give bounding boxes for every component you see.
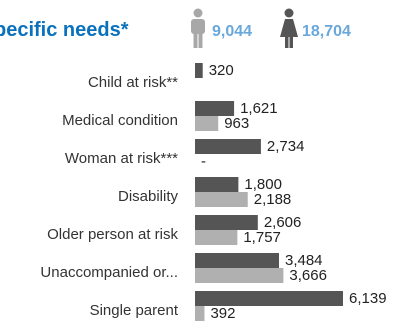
value-label: 320 (209, 62, 234, 79)
bar-series-1 (195, 63, 203, 78)
bar-series-2 (195, 192, 248, 207)
value-label: 6,139 (349, 290, 387, 307)
bar-series-2 (195, 230, 238, 245)
value-label: 1,621 (240, 100, 278, 117)
legend-female-value: 18,704 (302, 23, 351, 40)
category-label: Single parent (90, 302, 179, 319)
bar-series-2 (195, 306, 205, 321)
value-label: 2,188 (254, 191, 292, 208)
bar-series-1 (195, 177, 239, 192)
value-label: - (201, 153, 206, 170)
bar-series-1 (195, 101, 235, 116)
category-label: Disability (118, 188, 179, 205)
value-label: 1,800 (244, 176, 282, 193)
value-label: 963 (224, 115, 249, 132)
value-label: 3,484 (285, 252, 323, 269)
category-label: Woman at risk*** (65, 150, 178, 167)
bar-series-2 (195, 268, 284, 283)
value-label: 1,757 (243, 229, 281, 246)
value-label: 2,734 (267, 138, 305, 155)
bar-series-1 (195, 291, 343, 306)
chart-header: pecific needs* 9,044 18,704 (0, 0, 404, 62)
category-label: Child at risk** (88, 74, 178, 91)
chart-title: pecific needs* (0, 19, 129, 41)
bar-series-1 (195, 253, 279, 268)
male-icon (191, 8, 205, 48)
value-label: 2,606 (264, 214, 302, 231)
bar-series-1 (195, 215, 258, 230)
category-label: Medical condition (62, 112, 178, 129)
value-label: 392 (210, 305, 235, 322)
category-label: Older person at risk (47, 226, 178, 243)
legend-male-value: 9,044 (212, 23, 253, 40)
bar-series-1 (195, 139, 261, 154)
bar-series-2 (195, 116, 219, 131)
category-label: Unaccompanied or... (40, 264, 178, 281)
value-label: 3,666 (289, 267, 327, 284)
female-icon (280, 8, 298, 48)
